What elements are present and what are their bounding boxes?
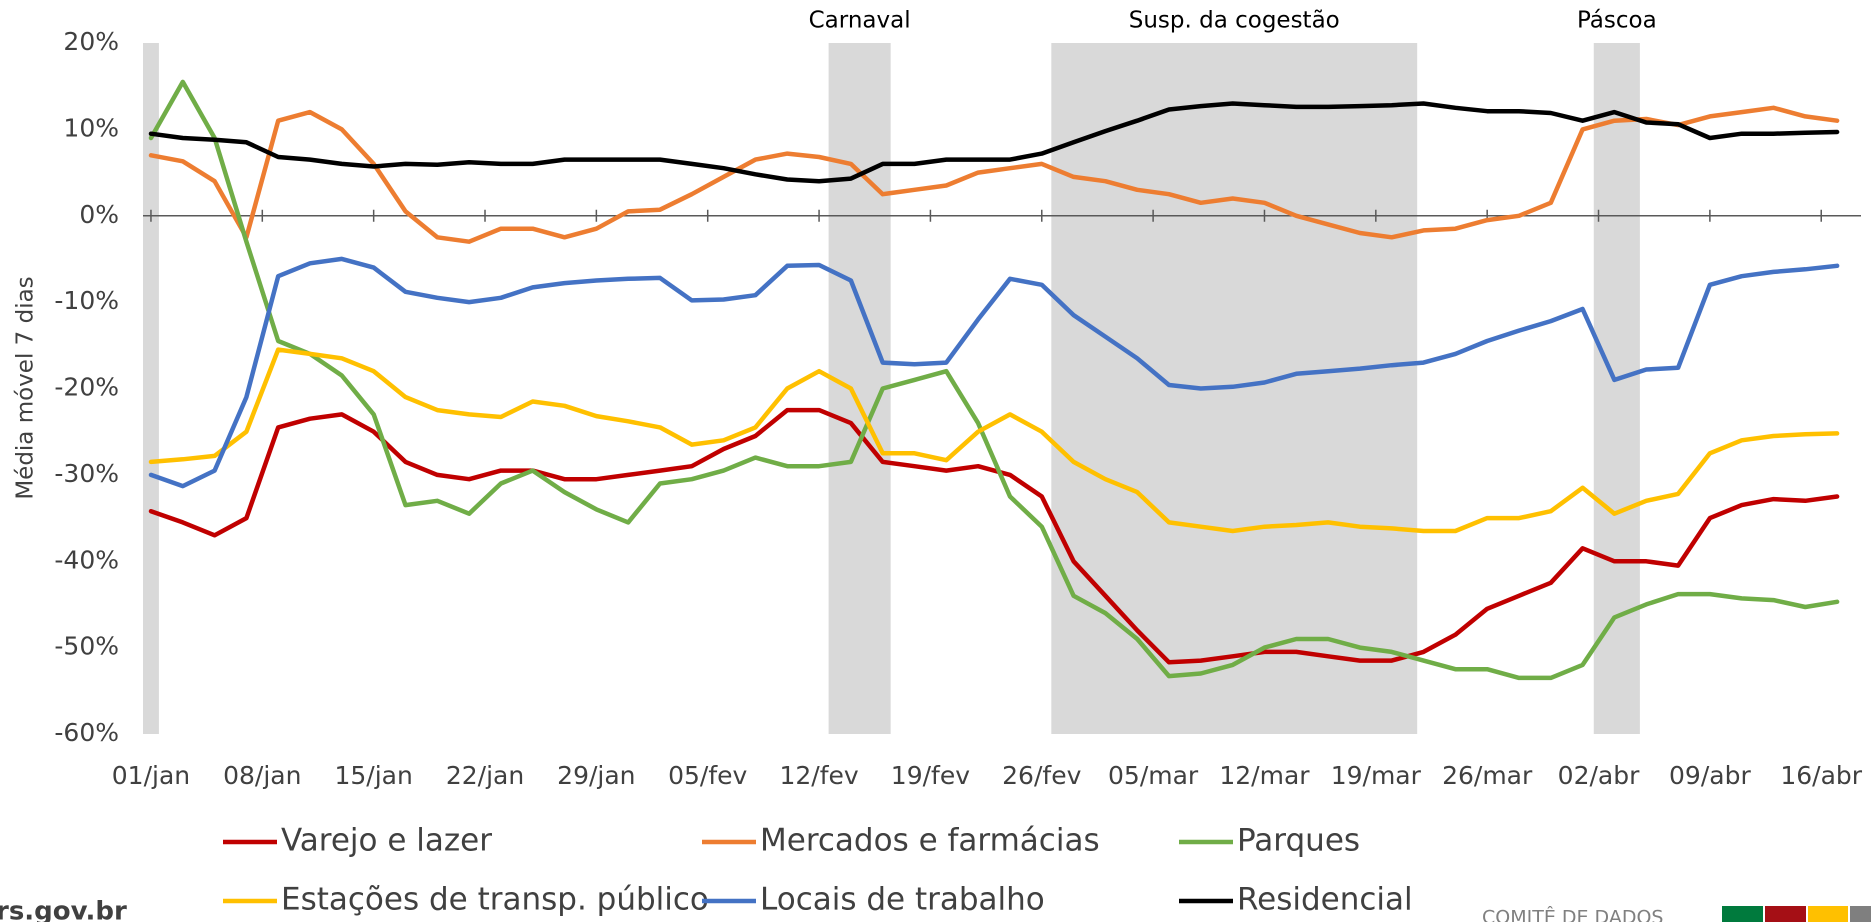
shaded-band <box>1593 43 1640 734</box>
x-tick-label: 22/jan <box>446 761 524 790</box>
band-label: Páscoa <box>1577 8 1657 34</box>
x-tick-label: 05/mar <box>1108 761 1199 790</box>
legend-label: Parques <box>1237 823 1360 859</box>
x-tick-label: 12/mar <box>1219 761 1310 790</box>
legend-label: Estações de transp. público <box>281 882 709 918</box>
axes: 20% 10% 0% -10% -20% -30% -40% -50% -60% 01/jan 08… <box>54 27 1862 790</box>
x-tick-label: 19/fev <box>891 761 970 790</box>
x-tick-label: 09/abr <box>1669 761 1751 790</box>
series-line <box>148 79 1840 681</box>
x-tick-label: 01/jan <box>112 761 190 790</box>
x-tick-label: 02/abr <box>1558 761 1640 790</box>
y-tick-label: -10% <box>54 286 119 315</box>
legend-label: Locais de trabalho <box>760 882 1045 918</box>
lines <box>148 79 1840 681</box>
x-tick-label: 08/jan <box>223 761 301 790</box>
y-tick-label: -40% <box>54 545 119 574</box>
logo-block <box>1808 906 1848 922</box>
band-label: Carnaval <box>809 8 911 34</box>
y-axis-label: Média móvel 7 dias <box>13 276 39 499</box>
x-tick-label: 16/abr <box>1780 761 1862 790</box>
legend-label: Mercados e farmácias <box>760 823 1100 859</box>
logo-block <box>1722 906 1763 922</box>
x-tick-label: 19/mar <box>1331 761 1422 790</box>
x-tick-label: 29/jan <box>557 761 635 790</box>
y-tick-label: -30% <box>54 459 119 488</box>
y-tick-label: -50% <box>54 632 119 661</box>
y-tick-label: 10% <box>63 113 119 142</box>
series-line <box>148 105 1840 244</box>
y-tick-label: -60% <box>54 718 119 747</box>
logo-block <box>1765 906 1806 922</box>
series-line <box>148 256 1840 489</box>
x-tick-label: 26/mar <box>1442 761 1533 790</box>
x-tick-label: 05/fev <box>668 761 747 790</box>
legend: Varejo e lazer Mercados e farmácias Parque… <box>223 823 1413 918</box>
legend-label: Varejo e lazer <box>281 823 492 859</box>
series-line <box>148 347 1840 534</box>
series-line <box>148 101 1840 184</box>
x-tick-label: 26/fev <box>1002 761 1081 790</box>
y-tick-label: 0% <box>79 200 119 229</box>
x-tick-label: 15/jan <box>334 761 412 790</box>
shaded-band <box>143 43 159 734</box>
legend-label: Residencial <box>1237 882 1413 918</box>
y-tick-label: 20% <box>63 27 119 56</box>
x-tick-label: 12/fev <box>779 761 858 790</box>
series-line <box>148 407 1840 665</box>
logo-block <box>1850 906 1871 922</box>
y-tick-label: -20% <box>54 373 119 402</box>
footer-org: COMITÊ DE DADOS <box>1482 906 1663 922</box>
band-label: Susp. da cogestão <box>1129 8 1340 34</box>
footer-site: rs.gov.br <box>0 897 127 922</box>
